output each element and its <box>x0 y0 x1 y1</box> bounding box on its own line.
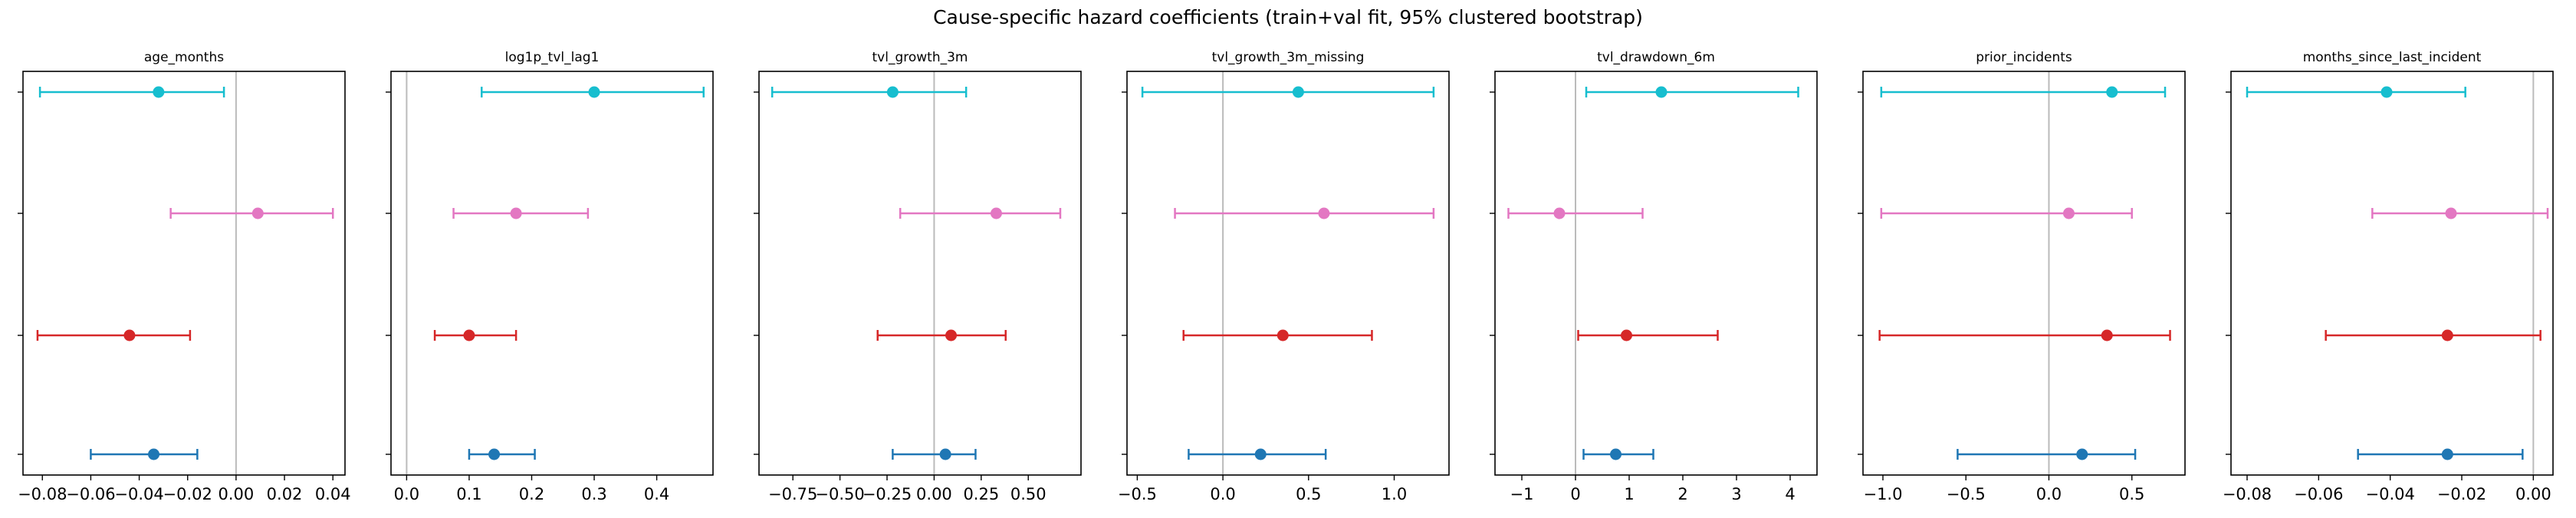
estimate-point <box>1655 86 1668 98</box>
x-tick-label: −0.5 <box>1947 485 1986 503</box>
axes-frame <box>1862 71 2186 476</box>
estimate-point <box>939 448 951 460</box>
x-tick-label: 0.4 <box>644 485 669 503</box>
x-tick-label: 0.5 <box>1296 485 1321 503</box>
x-tick-label: 0.0 <box>2036 485 2062 503</box>
estimate-point <box>1610 448 1622 460</box>
estimate-point <box>488 448 501 460</box>
x-tick-label: 1 <box>1624 485 1634 503</box>
axes-frame <box>1494 71 1818 476</box>
estimate-point <box>588 86 600 98</box>
axes-frame <box>22 71 346 476</box>
x-tick-label: 0.50 <box>1010 485 1046 503</box>
x-tick-label: 0.02 <box>267 485 303 503</box>
x-tick-label: −0.04 <box>2365 485 2414 503</box>
subplot-title: prior_incidents <box>1976 50 2072 65</box>
estimate-point <box>463 329 475 341</box>
x-tick-label: 0.25 <box>963 485 999 503</box>
x-tick-label: 0.2 <box>519 485 544 503</box>
estimate-point <box>153 86 165 98</box>
estimate-point <box>2441 329 2453 341</box>
estimate-point <box>990 207 1002 219</box>
estimate-point <box>2380 86 2393 98</box>
x-tick-label: 0 <box>1570 485 1580 503</box>
estimate-point <box>1621 329 1632 341</box>
estimate-point <box>510 207 522 219</box>
subplot-title: tvl_drawdown_6m <box>1597 50 1715 65</box>
x-tick-label: 3 <box>1731 485 1741 503</box>
x-tick-label: 4 <box>1785 485 1795 503</box>
estimate-point <box>1553 207 1566 219</box>
estimate-point <box>1254 448 1267 460</box>
subplot-title: age_months <box>144 50 224 65</box>
x-tick-label: −1 <box>1510 485 1534 503</box>
x-tick-label: 0.0 <box>394 485 419 503</box>
subplot-title: tvl_growth_3m_missing <box>1212 50 1365 65</box>
subplot-title: months_since_last_incident <box>2303 50 2482 65</box>
x-tick-label: 0.5 <box>2119 485 2144 503</box>
estimate-point <box>1276 329 1289 341</box>
x-tick-label: 0.1 <box>456 485 481 503</box>
x-tick-label: −0.5 <box>1118 485 1157 503</box>
estimate-point <box>251 207 264 219</box>
subplot-title: tvl_growth_3m <box>872 50 968 65</box>
x-tick-label: −0.06 <box>66 485 115 503</box>
x-tick-label: −0.02 <box>2437 485 2486 503</box>
x-tick-label: −0.08 <box>18 485 67 503</box>
estimate-point <box>2062 207 2075 219</box>
x-tick-label: 2 <box>1677 485 1687 503</box>
x-tick-label: 0.00 <box>2515 485 2551 503</box>
estimate-point <box>2076 448 2088 460</box>
x-tick-label: 0.04 <box>315 485 351 503</box>
x-tick-label: 0.3 <box>581 485 606 503</box>
subplot-title: log1p_tvl_lag1 <box>505 50 600 65</box>
x-tick-label: −0.50 <box>815 485 864 503</box>
x-tick-label: 0.00 <box>916 485 952 503</box>
axes-frame <box>758 71 1082 476</box>
x-tick-label: −0.02 <box>163 485 212 503</box>
estimate-point <box>2106 86 2118 98</box>
estimate-point <box>945 329 958 341</box>
x-tick-label: −0.75 <box>768 485 817 503</box>
x-tick-label: −0.25 <box>863 485 912 503</box>
x-tick-label: −0.06 <box>2294 485 2343 503</box>
x-tick-label: 1.0 <box>1382 485 1407 503</box>
estimate-point <box>148 448 160 460</box>
x-tick-label: 0.00 <box>219 485 255 503</box>
estimate-point <box>886 86 899 98</box>
axes-frame <box>1126 71 1450 476</box>
estimate-point <box>2101 329 2113 341</box>
x-tick-label: 0.0 <box>1210 485 1235 503</box>
axes-frame <box>2230 71 2554 476</box>
figure-title: Cause-specific hazard coefficients (trai… <box>933 6 1643 28</box>
estimate-point <box>1318 207 1330 219</box>
estimate-point <box>123 329 136 341</box>
estimate-point <box>1292 86 1304 98</box>
x-tick-label: −0.08 <box>2223 485 2272 503</box>
estimate-point <box>2441 448 2453 460</box>
axes-frame <box>390 71 714 476</box>
x-tick-label: −0.04 <box>114 485 163 503</box>
estimate-point <box>2445 207 2457 219</box>
x-tick-label: −1.0 <box>1863 485 1902 503</box>
